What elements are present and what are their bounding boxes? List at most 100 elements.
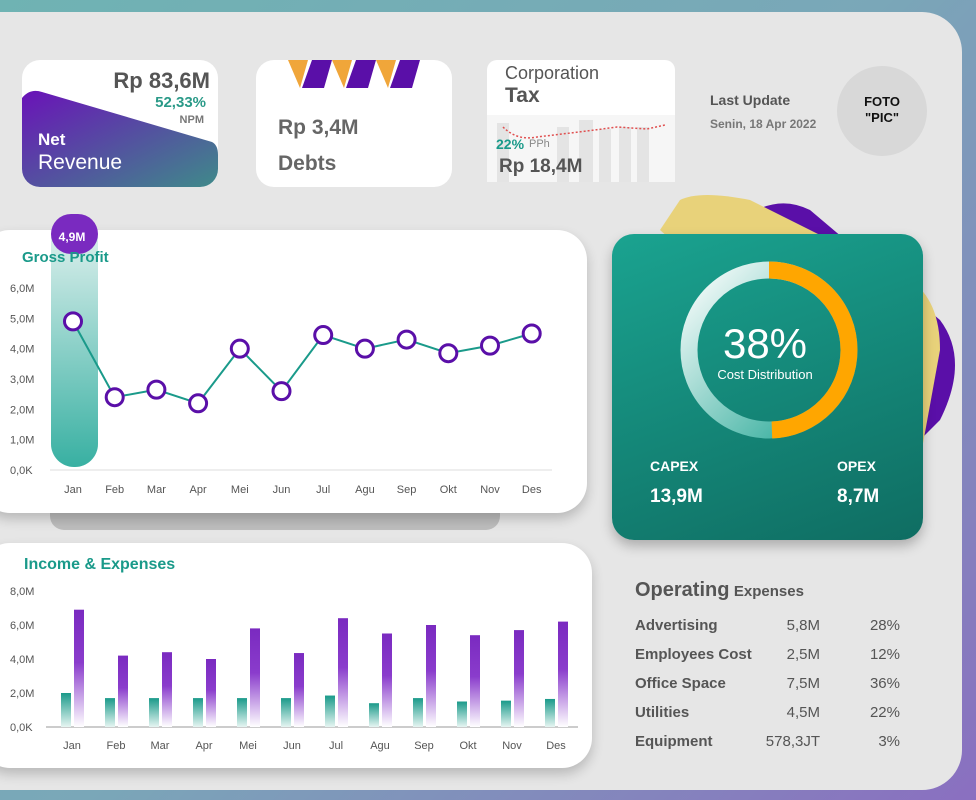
- operating-expense-row: Employees Cost 2,5M 12%: [635, 646, 905, 668]
- x-tick-label: Apr: [195, 740, 212, 752]
- expense-bar: [470, 635, 480, 727]
- x-tick-label: Jun: [273, 484, 291, 496]
- x-tick-label: Okt: [440, 484, 457, 496]
- operating-expense-value: 578,3JT: [765, 733, 820, 750]
- expense-bar: [206, 659, 216, 727]
- x-tick-label: Jan: [63, 740, 81, 752]
- x-tick-label: Sep: [414, 740, 434, 752]
- y-tick-label: 5,0M: [10, 313, 34, 325]
- operating-expense-value: 4,5M: [786, 704, 820, 721]
- x-tick-label: Okt: [459, 740, 476, 752]
- gross-profit-title: Gross Profit: [22, 249, 109, 266]
- income-bar: [457, 701, 467, 727]
- data-point: [480, 335, 500, 356]
- last-update-date: Senin, 18 Apr 2022: [710, 117, 817, 131]
- data-point: [63, 311, 83, 332]
- gross-profit-line: [72, 320, 532, 405]
- x-tick-label: Jul: [316, 484, 330, 496]
- income-bar: [545, 698, 555, 727]
- operating-expense-row: Utilities 4,5M 22%: [635, 704, 905, 726]
- income-bar: [149, 698, 159, 727]
- debts-stripes-decoration: [288, 60, 420, 88]
- y-tick-label: 1,0M: [10, 435, 34, 447]
- x-tick-label: Jul: [329, 740, 343, 752]
- expense-bar: [514, 630, 524, 727]
- operating-expense-name: Utilities: [635, 704, 690, 721]
- expense-bar: [118, 655, 128, 727]
- operating-expense-name: Advertising: [635, 617, 718, 634]
- opex-value: 8,7M: [837, 486, 880, 507]
- cost-distribution-percent: 38%: [722, 320, 808, 367]
- last-update-label: Last Update: [710, 92, 791, 108]
- y-tick-label: 8,0M: [10, 586, 34, 598]
- y-tick-label: 2,0M: [10, 404, 34, 416]
- tax-sparkline: [497, 120, 666, 182]
- debts-value: Rp 3,4M: [278, 116, 359, 139]
- income-bar: [105, 698, 115, 727]
- highlight-label: 4,9M: [59, 230, 86, 244]
- x-tick-label: Des: [522, 484, 542, 496]
- x-tick-label: Feb: [107, 740, 126, 752]
- x-tick-label: Mar: [147, 484, 166, 496]
- x-tick-label: Nov: [502, 740, 522, 752]
- expense-bar: [250, 628, 260, 727]
- tax-title-line2: Tax: [505, 84, 540, 107]
- npm-percent: 52,33%: [155, 94, 206, 111]
- y-tick-label: 4,0M: [10, 654, 34, 666]
- expense-bar: [426, 625, 436, 727]
- y-tick-label: 6,0M: [10, 283, 34, 295]
- highlight-cap: [51, 214, 98, 254]
- capex-label: CAPEX: [650, 458, 699, 474]
- npm-label: NPM: [179, 114, 204, 126]
- cost-distribution-card: 38% Cost Distribution CAPEX 13,9M OPEX 8…: [612, 234, 923, 540]
- net-revenue-value: Rp 83,6M: [113, 68, 210, 93]
- x-tick-label: Feb: [105, 484, 124, 496]
- data-point: [271, 381, 292, 402]
- gross-profit-chart: 4,9M 0,0K 1,0M 2,0M 3,0M 4,0M 5,0M 6,0M Jan Feb Ma…: [10, 214, 552, 496]
- y-tick-label: 6,0M: [10, 620, 34, 632]
- income-bar: [325, 695, 335, 727]
- x-tick-label: Des: [546, 740, 566, 752]
- y-tick-label: 0,0K: [10, 465, 33, 477]
- data-point: [521, 323, 542, 344]
- x-tick-label: Agu: [355, 484, 375, 496]
- data-point: [354, 338, 375, 359]
- pph-percent: 22%: [496, 136, 525, 152]
- income-bar: [193, 698, 203, 727]
- expense-bar: [294, 653, 304, 727]
- x-tick-label: Jun: [283, 740, 301, 752]
- y-tick-label: 4,0M: [10, 344, 34, 356]
- income-expenses-chart: 0,0K 2,0M 4,0M 6,0M 8,0M Jan Feb Mar Apr Mei Jun Ju…: [10, 586, 578, 752]
- corporation-tax-card: Corporation Tax 22% PPh Rp 18,4M: [487, 60, 675, 182]
- expense-bar: [338, 618, 348, 727]
- operating-expense-row: Advertising 5,8M 28%: [635, 617, 905, 639]
- operating-expense-name: Equipment: [635, 733, 713, 750]
- x-tick-label: Jan: [64, 484, 82, 496]
- income-bar: [61, 693, 71, 727]
- operating-expense-value: 5,8M: [786, 617, 820, 634]
- revenue-label: Revenue: [38, 151, 123, 174]
- operating-expense-name: Office Space: [635, 675, 726, 692]
- income-bar: [281, 698, 291, 727]
- y-tick-label: 2,0M: [10, 688, 34, 700]
- data-point: [313, 325, 334, 346]
- x-tick-label: Mei: [239, 740, 257, 752]
- operating-expense-pct: 22%: [869, 704, 900, 721]
- net-revenue-card: Rp 83,6M 52,33% NPM Net Revenue: [22, 60, 218, 187]
- income-expenses-title: Income & Expenses: [24, 556, 176, 573]
- operating-expense-value: 7,5M: [786, 675, 820, 692]
- operating-expense-row: Office Space 7,5M 36%: [635, 675, 905, 697]
- income-bar: [369, 703, 379, 727]
- x-tick-label: Mei: [231, 484, 249, 496]
- photo-line1: FOTO: [864, 94, 900, 109]
- operating-title-rest: Expenses: [733, 583, 804, 600]
- debts-card: Rp 3,4M Debts: [256, 60, 452, 187]
- pph-label: PPh: [529, 138, 550, 150]
- expense-bar: [74, 609, 84, 727]
- x-tick-label: Agu: [370, 740, 390, 752]
- operating-title-bold: Operating: [635, 579, 730, 601]
- net-label: Net: [38, 130, 66, 149]
- data-point: [438, 343, 459, 364]
- x-tick-label: Nov: [480, 484, 500, 496]
- photo-placeholder: FOTO "PIC": [837, 66, 927, 156]
